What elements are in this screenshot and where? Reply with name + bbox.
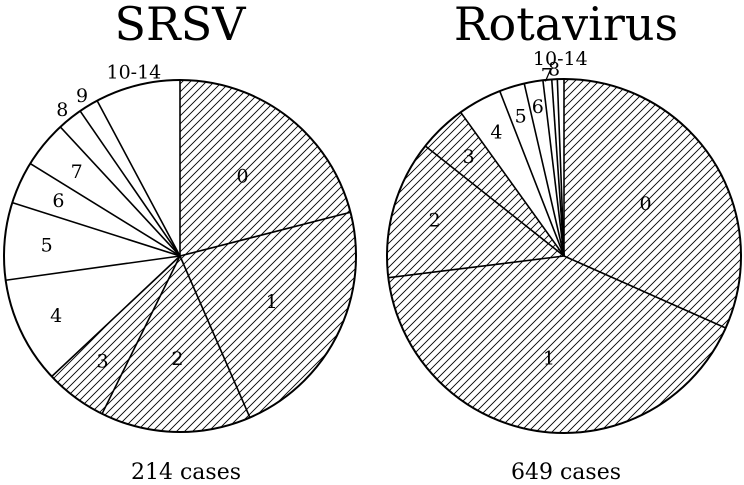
slice-label-rotavirus-5: 5 [515,106,527,128]
slice-boundary-rotavirus-2 [388,255,565,279]
pie-outline-rotavirus [386,78,742,434]
slice-boundary-rotavirus-4 [460,111,565,257]
slice-boundary-rotavirus-6 [523,83,565,257]
pie-slice-srsv-10-14 [97,80,180,256]
pie-slice-rotavirus-4 [460,91,564,256]
slice-label-srsv-3: 3 [96,351,108,373]
slice-label-srsv-2: 2 [171,348,183,370]
slice-boundary-srsv-2 [179,255,251,418]
chart-title-rotavirus: Rotavirus [454,0,678,51]
slice-label-srsv-5: 5 [41,235,53,257]
slice-boundary-srsv-3 [101,255,181,415]
slice-boundary-rotavirus-5 [499,90,565,257]
slice-boundary-srsv-8 [59,126,181,257]
slice-label-rotavirus-6: 6 [532,96,544,118]
slice-boundary-srsv-6 [12,201,181,257]
chart-caption-rotavirus: 649 cases [511,460,621,485]
slice-label-srsv-0: 0 [237,165,249,187]
slice-label-rotavirus-10-14: 10-14 [533,48,588,70]
chart-title-srsv: SRSV [115,0,247,51]
slice-boundary-srsv-9 [79,110,181,257]
pie-slice-rotavirus-0 [564,79,741,328]
slice-boundary-srsv-1 [179,211,351,257]
pie-slice-srsv-0 [180,80,351,256]
slice-label-srsv-9: 9 [76,85,88,107]
slice-label-rotavirus-3: 3 [463,146,475,168]
slice-label-rotavirus-2: 2 [428,210,440,232]
slice-boundary-rotavirus-9 [556,79,565,257]
pie-slice-rotavirus-3 [425,112,564,256]
slice-label-rotavirus-0: 0 [640,193,652,215]
slice-boundary-srsv-7 [29,162,181,257]
slice-boundary-srsv-4 [51,255,181,378]
pie-slice-rotavirus-1 [388,256,726,434]
slice-label-rotavirus-4: 4 [490,122,502,144]
pie-slice-srsv-3 [51,256,181,414]
pie-slice-srsv-7 [30,126,180,256]
slice-label-srsv-4: 4 [50,305,62,327]
pie-slice-srsv-1 [180,212,356,418]
pie-slice-srsv-9 [80,100,180,256]
pie-slice-srsv-4 [5,256,181,377]
slice-label-rotavirus-1: 1 [543,348,555,370]
slice-label-rotavirus-7: 7 [541,65,553,87]
slice-boundary-srsv-10 [96,100,181,257]
slice-boundary-rotavirus-1 [563,255,727,329]
slice-label-rotavirus-8: 8 [548,59,560,81]
slice-boundary-srsv-5 [5,255,181,282]
slice-label-srsv-8: 8 [56,99,68,121]
pie-slice-srsv-6 [12,163,181,256]
chart-caption-srsv: 214 cases [131,460,241,485]
slice-label-srsv-10-14: 10-14 [107,62,162,84]
slice-label-srsv-1: 1 [266,291,278,313]
slice-boundary-rotavirus-8 [550,79,565,257]
slice-label-srsv-7: 7 [71,161,83,183]
pie-slice-srsv-8 [60,111,180,256]
pie-slice-rotavirus-2 [386,146,564,278]
slice-boundary-rotavirus-3 [424,145,565,257]
pie-slice-srsv-2 [102,256,250,432]
slice-label-srsv-6: 6 [52,190,64,212]
pie-slice-srsv-5 [4,202,180,281]
slice-boundary-rotavirus-7 [542,80,565,257]
pie-outline-srsv [3,79,357,433]
